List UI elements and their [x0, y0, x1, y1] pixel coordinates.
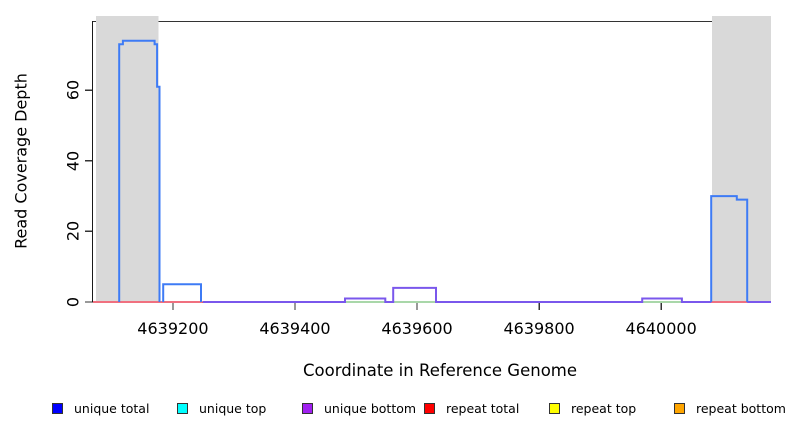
legend-item: repeat bottom [674, 401, 786, 416]
series-line-unique-bottom [202, 286, 771, 303]
legend-label: repeat bottom [696, 401, 786, 416]
x-tick-label: 4639400 [259, 319, 331, 338]
legend-label: unique bottom [324, 401, 417, 416]
x-tick-label: 4639800 [503, 319, 575, 338]
legend-swatch-icon [302, 403, 313, 414]
y-tick-label: 0 [63, 296, 83, 308]
shaded-region [96, 16, 159, 303]
legend-swatch-icon [52, 403, 63, 414]
series-line-unique-total [710, 195, 749, 302]
legend-swatch-icon [177, 403, 188, 414]
legend-item: unique bottom [302, 401, 416, 416]
series-line-unique-total [118, 39, 161, 302]
legend-label: unique total [74, 401, 150, 416]
legend-swatch-icon [424, 403, 435, 414]
legend-swatch-icon [674, 403, 685, 414]
x-tick-label: 4640000 [625, 319, 697, 338]
shaded-region [711, 16, 771, 303]
y-tick-label: 60 [63, 80, 83, 101]
y-tick-label: 40 [63, 150, 83, 171]
legend-item: repeat top [549, 401, 636, 416]
legend-label: repeat total [446, 401, 520, 416]
legend-item: unique top [177, 401, 266, 416]
y-tick-label: 20 [63, 221, 83, 242]
legend-swatch-icon [549, 403, 560, 414]
series-line-unique-total [162, 283, 202, 302]
legend-label: unique top [199, 401, 267, 416]
x-tick-label: 4639600 [381, 319, 453, 338]
legend-label: repeat top [571, 401, 637, 416]
x-tick-label: 4639200 [137, 319, 209, 338]
y-axis-title: Read Coverage Depth [11, 73, 31, 249]
legend-item: repeat total [424, 401, 519, 416]
x-axis-title: Coordinate in Reference Genome [302, 361, 578, 380]
legend-item: unique total [52, 401, 149, 416]
